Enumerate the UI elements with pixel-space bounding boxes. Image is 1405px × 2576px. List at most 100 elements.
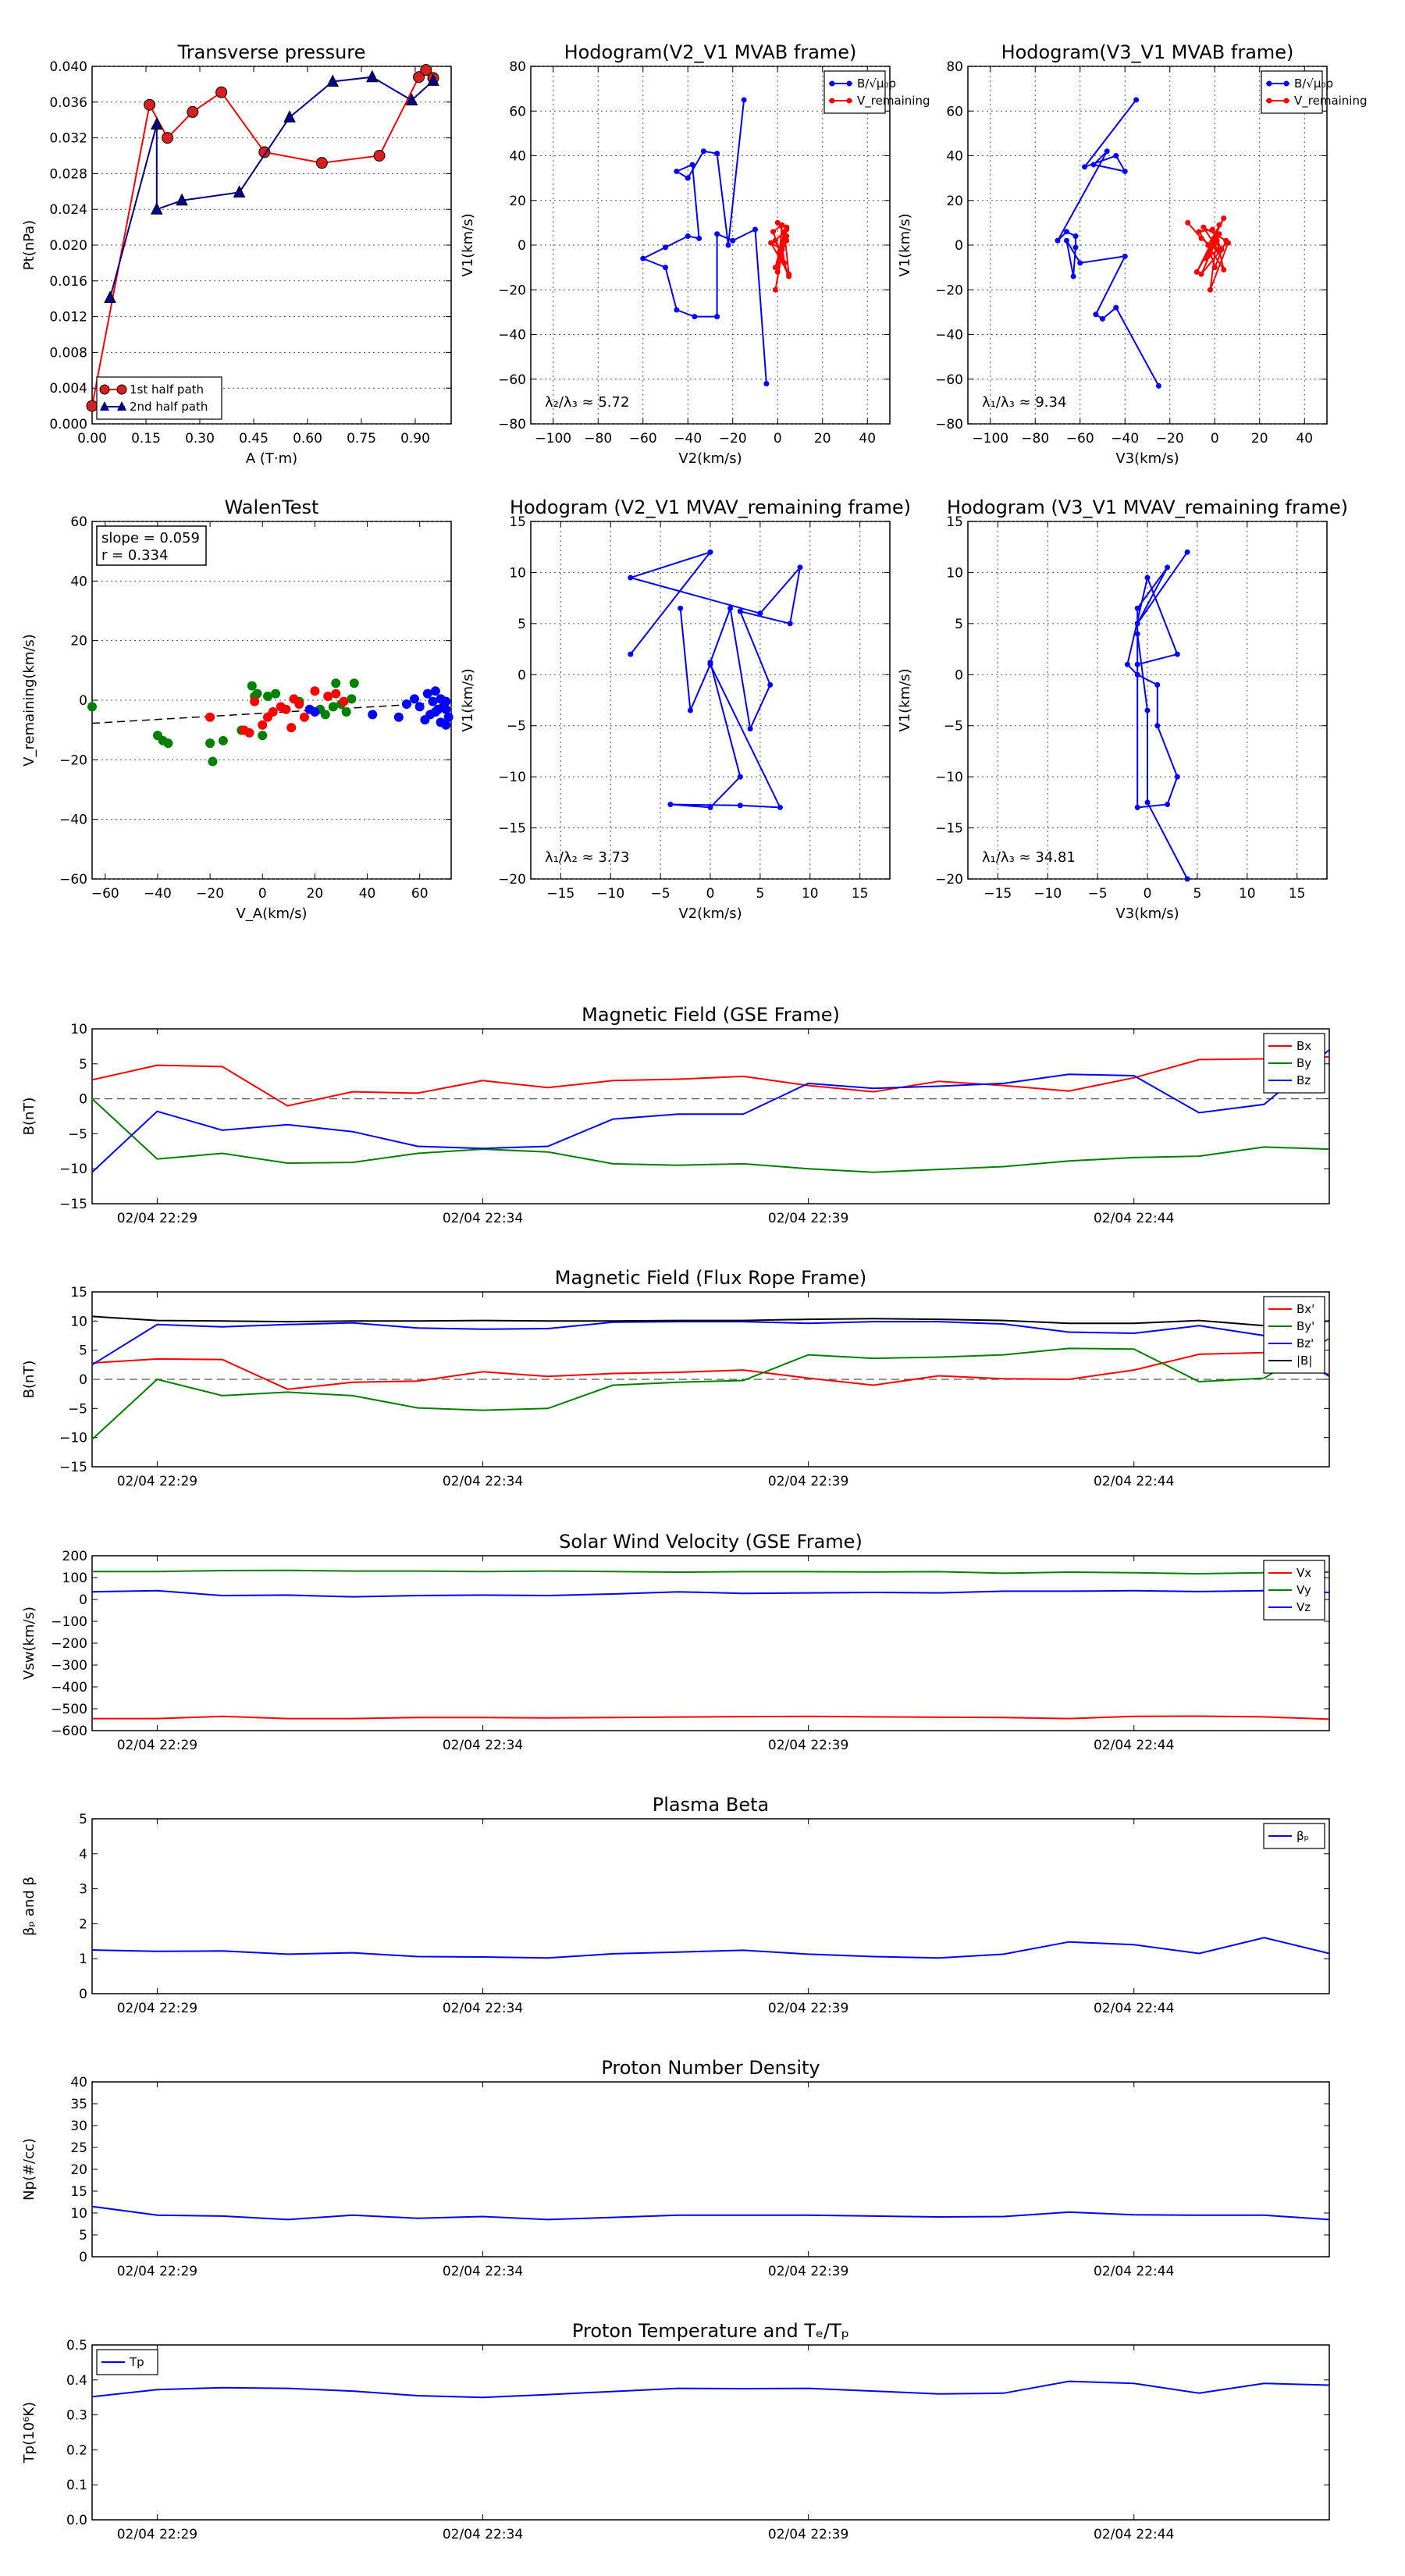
x-tick-label: 5 bbox=[756, 886, 764, 902]
legend: Bx By Bz bbox=[1263, 1033, 1325, 1094]
ratio-annotation: λ₁/λ₃ ≈ 9.34 bbox=[982, 394, 1066, 411]
series-line-Vx bbox=[92, 1715, 1330, 1720]
legend-label: B/√μ₀ρ bbox=[1294, 76, 1333, 91]
y-tick-label: −60 bbox=[59, 872, 87, 888]
data-point bbox=[326, 74, 340, 87]
data-point bbox=[777, 804, 783, 810]
plot-frame bbox=[91, 2344, 1330, 2521]
data-point bbox=[208, 756, 218, 767]
legend-box bbox=[1263, 1296, 1325, 1374]
series-line-Np bbox=[91, 2205, 1330, 2221]
data-point bbox=[252, 688, 262, 699]
data-point bbox=[640, 255, 646, 262]
chart-hodo1: Hodogram(V2_V1 MVAB frame) −80 −60 −40 −20 0 2… bbox=[460, 41, 930, 467]
x-tick-label: 02/04 22:39 bbox=[768, 1211, 848, 1226]
data-point bbox=[1214, 237, 1220, 244]
y-tick-label: −10 bbox=[59, 1431, 87, 1446]
y-tick-label: 0.5 bbox=[66, 2338, 87, 2354]
x-tick-label: −100 bbox=[972, 431, 1008, 447]
legend-label: βₚ bbox=[1297, 1829, 1309, 1843]
y-tick-label: 3 bbox=[79, 1882, 87, 1898]
data-point bbox=[786, 271, 792, 277]
legend-label: Bz' bbox=[1297, 1336, 1314, 1350]
data-point bbox=[1155, 382, 1161, 389]
series-line-Bz bbox=[91, 1049, 1330, 1173]
chart-title: Magnetic Field (Flux Rope Frame) bbox=[555, 1267, 866, 1289]
chart-pt: Transverse pressure 0.000 0.004 0.008 0.012 0… bbox=[21, 41, 452, 467]
y-tick-label: 25 bbox=[70, 2140, 87, 2156]
x-tick-label: 02/04 22:34 bbox=[443, 2264, 523, 2279]
data-point bbox=[1174, 774, 1180, 780]
chart-hodo4: Hodogram (V3_V1 MVAV_remaining frame) −20… bbox=[897, 496, 1348, 922]
y-tick-label: 20 bbox=[509, 194, 526, 209]
data-point bbox=[250, 696, 260, 706]
data-point bbox=[258, 731, 268, 741]
chart-title: WalenTest bbox=[225, 496, 319, 518]
y-tick-label: 0 bbox=[955, 667, 963, 683]
y-tick-label: 0 bbox=[79, 1592, 87, 1608]
data-point bbox=[1165, 801, 1171, 807]
legend: βₚ bbox=[1263, 1823, 1325, 1849]
data-point bbox=[689, 162, 695, 168]
series-line-B/√μ₀ρ bbox=[641, 99, 767, 384]
y-tick-label: 10 bbox=[70, 1314, 87, 1329]
data-point bbox=[685, 175, 691, 181]
series-line-Bx' bbox=[91, 1351, 1330, 1390]
x-tick-label: −100 bbox=[535, 431, 571, 447]
y-tick-label: 10 bbox=[946, 565, 963, 581]
y-tick-label: −80 bbox=[935, 417, 963, 432]
data-point bbox=[707, 549, 713, 555]
x-tick-label: 10 bbox=[802, 886, 819, 902]
y-tick-label: −15 bbox=[59, 1460, 87, 1475]
data-point bbox=[1221, 266, 1227, 272]
data-point bbox=[730, 237, 736, 244]
y-tick-label: −40 bbox=[935, 328, 963, 343]
chart-title: Proton Number Density bbox=[601, 2057, 820, 2079]
chart-title: Solar Wind Velocity (GSE Frame) bbox=[559, 1531, 863, 1553]
legend-marker bbox=[829, 98, 835, 104]
data-point bbox=[1154, 681, 1161, 688]
data-point bbox=[1072, 233, 1079, 240]
legend-marker bbox=[846, 80, 852, 87]
legend-marker bbox=[117, 401, 126, 411]
x-tick-label: 5 bbox=[1193, 886, 1201, 902]
series-line-V_remaining bbox=[1187, 218, 1230, 290]
y-tick-label: −15 bbox=[59, 1197, 87, 1212]
data-point bbox=[1154, 723, 1161, 729]
x-axis-label: V3(km/s) bbox=[1115, 906, 1179, 922]
y-tick-label: 5 bbox=[79, 1812, 87, 1827]
chart-title: Hodogram (V3_V1 MVAV_remaining frame) bbox=[947, 496, 1348, 518]
data-point bbox=[663, 244, 668, 251]
y-axis-label: B(nT) bbox=[21, 1098, 37, 1136]
y-tick-label: 15 bbox=[70, 1285, 87, 1300]
data-point bbox=[779, 242, 785, 248]
data-point bbox=[1198, 235, 1204, 241]
y-tick-label: 0.020 bbox=[49, 238, 87, 254]
x-tick-label: −80 bbox=[584, 431, 612, 447]
data-point bbox=[427, 73, 439, 86]
x-tick-label: −40 bbox=[674, 431, 702, 447]
x-tick-label: 02/04 22:34 bbox=[443, 1474, 523, 1489]
data-point bbox=[707, 661, 713, 667]
data-point bbox=[428, 696, 438, 706]
x-tick-label: 0.60 bbox=[293, 431, 322, 447]
data-point bbox=[328, 702, 338, 712]
y-tick-label: 0.012 bbox=[49, 310, 87, 326]
legend: 1st half path 2nd half path bbox=[96, 376, 222, 420]
x-tick-label: −60 bbox=[1066, 431, 1094, 447]
legend-label: Vz bbox=[1297, 1600, 1311, 1614]
data-point bbox=[1184, 876, 1190, 882]
x-tick-label: 02/04 22:39 bbox=[768, 1738, 848, 1753]
y-tick-label: −60 bbox=[935, 372, 963, 388]
ratio-annotation: λ₂/λ₃ ≈ 5.72 bbox=[545, 394, 629, 411]
data-point bbox=[1077, 260, 1083, 266]
data-point bbox=[1185, 219, 1191, 226]
x-tick-label: −60 bbox=[91, 886, 119, 902]
data-point bbox=[409, 694, 419, 704]
data-point bbox=[1100, 315, 1105, 322]
x-tick-label: −15 bbox=[984, 886, 1012, 902]
data-point bbox=[331, 678, 341, 688]
data-point bbox=[692, 314, 698, 320]
data-point bbox=[1134, 661, 1140, 667]
legend: B/√μ₀ρ V_remaining bbox=[823, 70, 930, 114]
